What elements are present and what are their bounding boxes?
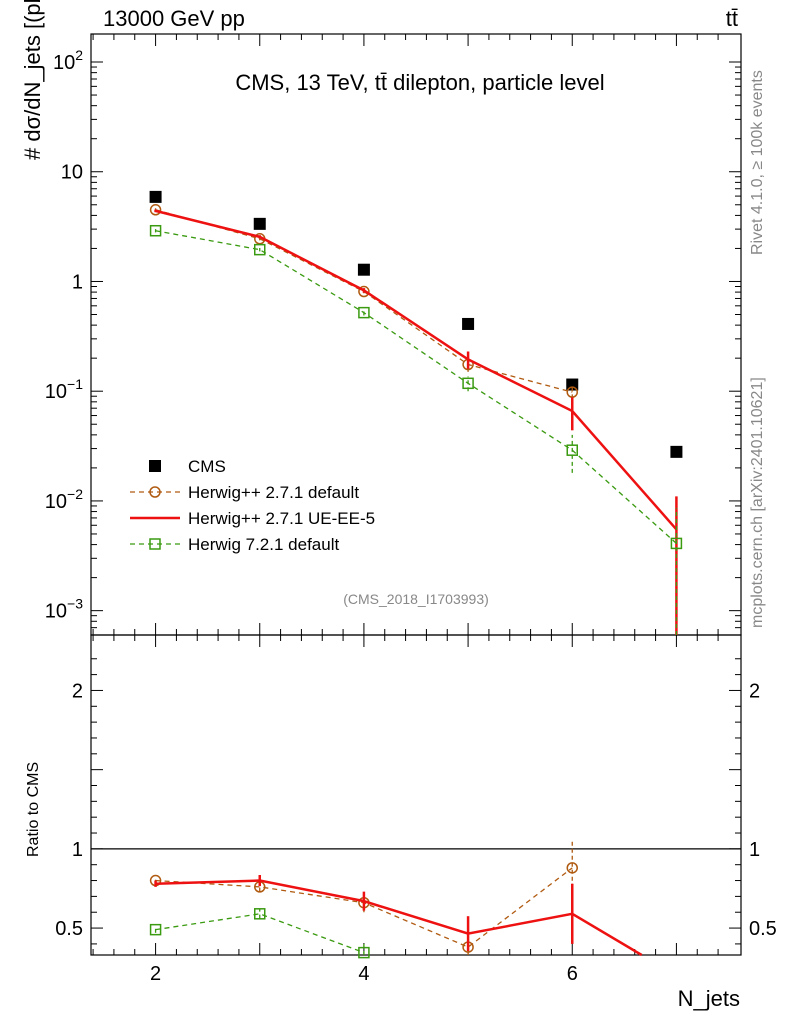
y-tick-label-exponent: −3 <box>67 596 83 612</box>
series-line-3 <box>155 230 677 544</box>
ratio-y-tick-label: 1 <box>72 839 83 861</box>
x-tick-label: 2 <box>150 963 161 985</box>
herwig7-marker <box>670 537 683 550</box>
ratio-herwig-default-marker <box>566 862 578 874</box>
herwig-default-marker <box>358 285 370 298</box>
series-line-2 <box>155 209 678 531</box>
x-tick-label: 4 <box>358 963 369 985</box>
cms-data-point <box>253 217 266 230</box>
herwig7-marker <box>254 243 266 256</box>
watermark-text: (CMS_2018_I1703993) <box>343 591 489 607</box>
legend-label: Herwig++ 2.7.1 UE-EE-5 <box>188 509 375 528</box>
x-axis-label: N_jets <box>678 986 740 1011</box>
ratio-herwig7-marker <box>358 946 370 959</box>
herwig7-marker <box>149 224 162 237</box>
ratio-plot-frame: 2 4 6 0.5 0.5 1 1 2 2 <box>55 634 777 985</box>
main-title: CMS, 13 TeV, tt̄ dilepton, particle leve… <box>235 70 604 95</box>
ratio-herwig7-marker <box>254 908 266 920</box>
cms-data-point <box>357 263 370 276</box>
ratio-y-tick-label: 0.5 <box>55 918 83 940</box>
mcplots-text: mcplots.cern.ch [arXiv:2401.10621] <box>749 377 766 628</box>
legend: CMS Herwig++ 2.7.1 default Herwig++ 2.7.1 … <box>130 457 375 554</box>
ratio-y-tick-label-right: 1 <box>749 839 760 861</box>
herwig7-marker <box>566 444 578 456</box>
y-tick-label: 10−2 <box>45 486 83 513</box>
cms-data-point <box>670 445 683 458</box>
main-ylabel-text: # dσ/dN_jets [(pb)] <box>20 0 45 160</box>
chart-marks <box>149 190 683 959</box>
y-tick-label: 1 <box>72 271 83 293</box>
ratio-series-line-1 <box>155 879 643 957</box>
y-tick-label: 10−3 <box>45 596 83 623</box>
y-tick-label: 10−1 <box>45 376 83 403</box>
ratio-y-tick-label: 2 <box>72 680 83 702</box>
cms-data-point <box>462 317 475 330</box>
ratio-herwig7-marker <box>149 923 162 936</box>
rivet-version-text: Rivet 4.1.0, ≥ 100k events <box>749 70 766 255</box>
y-tick-label-exponent: 2 <box>75 47 83 63</box>
y-tick-label-exponent: −1 <box>67 376 83 392</box>
legend-label: Herwig 7.2.1 default <box>188 535 339 554</box>
main-ylabel: # dσ/dN_jets [(pb)] <box>20 0 45 160</box>
y-tick-label: 10 <box>61 162 83 184</box>
legend-cms-marker <box>149 460 161 472</box>
x-tick-label: 6 <box>567 963 578 985</box>
herwig7-marker <box>462 377 474 390</box>
herwig-default-marker <box>149 204 162 216</box>
legend-label: CMS <box>188 457 226 476</box>
herwig-default-marker <box>566 386 578 398</box>
ratio-y-tick-label-right: 2 <box>749 680 760 702</box>
ratio-ylabel: Ratio to CMS <box>25 762 42 857</box>
header-right: tt̄ <box>726 6 738 31</box>
legend-circle-marker <box>149 486 161 498</box>
header-left: 13000 GeV pp <box>103 6 245 31</box>
legend-square-marker <box>149 538 161 550</box>
y-tick-label: 102 <box>53 47 83 74</box>
main-plot-frame: 10−3 10−2 10−1 1 10 102 <box>45 33 742 636</box>
y-tick-label-exponent: −2 <box>67 486 83 502</box>
ratio-frame-rect <box>90 634 742 956</box>
series-line-1 <box>155 209 573 393</box>
cms-data-point <box>149 190 162 203</box>
ratio-y-tick-label-right: 0.5 <box>749 918 777 940</box>
legend-label: Herwig++ 2.7.1 default <box>188 483 359 502</box>
herwig7-marker <box>358 306 370 319</box>
